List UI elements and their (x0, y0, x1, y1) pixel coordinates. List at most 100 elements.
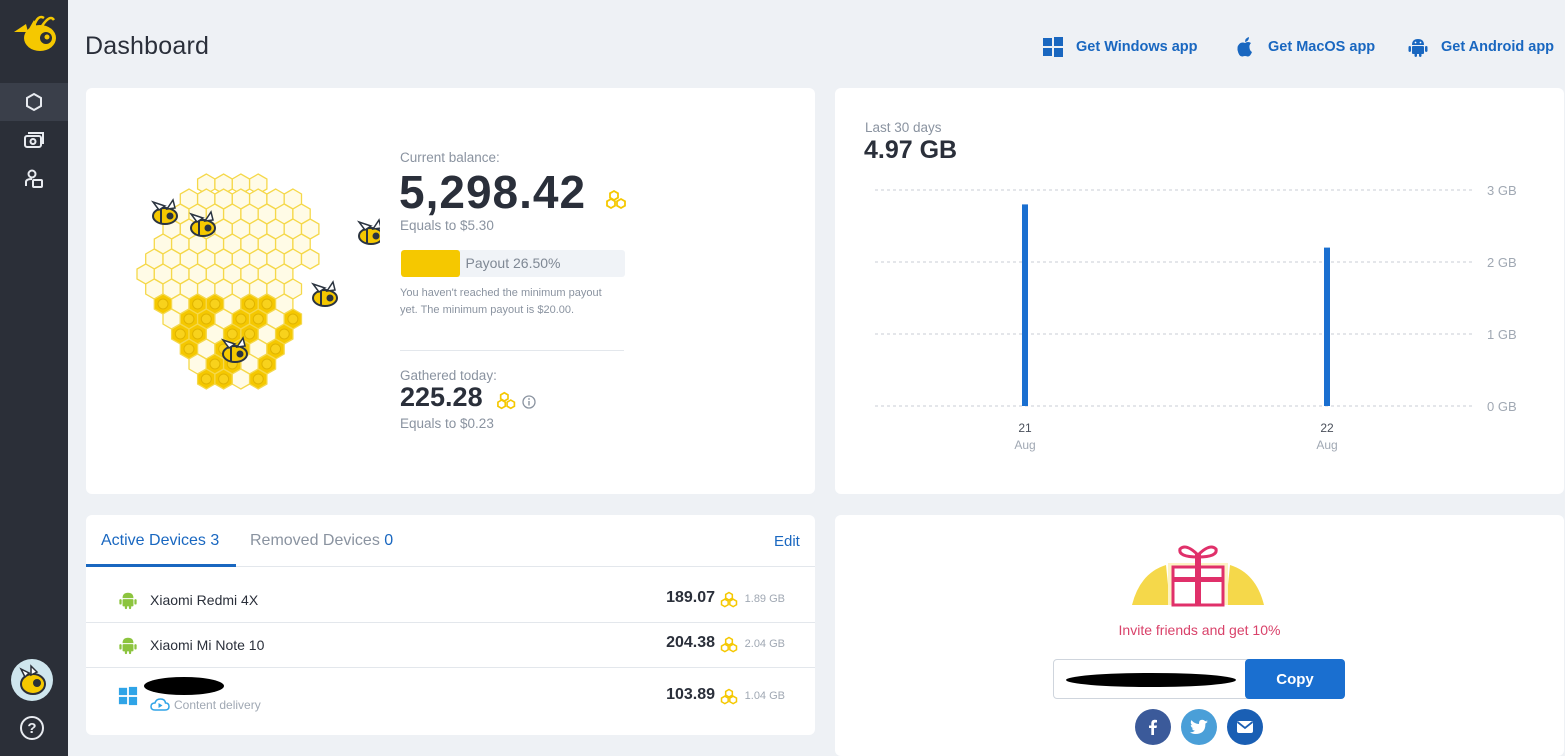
device-name: Xiaomi Mi Note 10 (150, 637, 265, 653)
honey-coin-icon (720, 591, 738, 608)
page-title: Dashboard (85, 32, 210, 60)
honeycomb-cell (300, 248, 320, 270)
device-earnings: 103.89 (666, 686, 715, 703)
android-icon (119, 637, 137, 655)
y-tick-label: 1 GB (1487, 327, 1517, 342)
tabs-divider (86, 566, 815, 567)
redacted-referral-code (1066, 673, 1236, 687)
chart-period-label: Last 30 days (865, 120, 942, 135)
honey-drop (244, 328, 256, 340)
tab-active-devices-count: 3 (210, 532, 220, 549)
device-row[interactable]: Xiaomi Redmi 4X 189.07 1.89 GB (86, 577, 815, 623)
twitter-icon (1189, 719, 1208, 734)
get-macos-app-link[interactable]: Get MacOS app (1234, 36, 1375, 58)
device-row[interactable]: Xiaomi Mi Note 10 204.38 2.04 GB (86, 622, 815, 668)
avatar[interactable] (11, 659, 53, 701)
y-tick-label: 3 GB (1487, 183, 1517, 198)
gathered-today-label: Gathered today: (400, 368, 497, 383)
get-android-app-label: Get Android app (1441, 39, 1555, 55)
email-share-button[interactable] (1227, 709, 1263, 745)
get-android-app-link[interactable]: Get Android app (1407, 36, 1554, 58)
bee-icon (356, 218, 380, 245)
android-icon (119, 592, 137, 610)
twitter-share-button[interactable] (1181, 709, 1217, 745)
tab-removed-devices-label: Removed Devices (250, 532, 380, 549)
bee-icon (150, 198, 178, 225)
x-tick-month: Aug (1316, 438, 1337, 452)
honey-coin-icon (720, 636, 738, 653)
current-balance-label: Current balance: (400, 150, 500, 165)
device-earnings: 189.07 (666, 589, 715, 606)
honey-coin-icon (497, 391, 516, 410)
windows-icon (118, 686, 138, 706)
honeycomb-cell (231, 368, 251, 390)
chart-total-value: 4.97 GB (864, 136, 958, 164)
y-tick-label: 0 GB (1487, 399, 1517, 414)
honey-drop (261, 298, 273, 310)
balance-divider (400, 350, 624, 351)
device-earnings: 204.38 (666, 634, 715, 651)
cloud-icon (150, 698, 170, 711)
tab-active-devices[interactable]: Active Devices 3 (101, 532, 219, 550)
honey-drop (278, 328, 290, 340)
payout-progress-fill (401, 250, 461, 277)
devices-card (86, 515, 815, 735)
device-traffic: 1.04 GB (744, 690, 785, 702)
get-windows-app-link[interactable]: Get Windows app (1042, 36, 1198, 58)
facebook-icon (1149, 719, 1157, 735)
sidebar: ? (0, 0, 68, 756)
edit-devices-button[interactable]: Edit (774, 533, 800, 550)
honey-drop (157, 298, 169, 310)
device-row[interactable]: Content delivery 103.89 1.04 GB (86, 668, 815, 724)
honey-drop (192, 328, 204, 340)
nav-earnings[interactable] (0, 121, 68, 159)
honey-coin-icon (606, 189, 626, 210)
device-traffic: 1.89 GB (744, 593, 785, 605)
honey-drop (244, 298, 256, 310)
honey-drop (192, 298, 204, 310)
honey-drop (218, 373, 230, 385)
tab-removed-devices-count: 0 (384, 532, 394, 549)
current-balance-value: 5,298.42 (399, 166, 587, 218)
redacted-device-name (144, 677, 224, 695)
copy-button[interactable]: Copy (1245, 659, 1345, 699)
honey-coin-icon (720, 688, 738, 705)
get-windows-app-label: Get Windows app (1076, 39, 1198, 55)
honey-drop (252, 373, 264, 385)
traffic-bar-chart: 0 GB 1 GB 2 GB 3 GB 21 Aug 22 Aug (875, 183, 1517, 452)
honey-drop (183, 313, 195, 325)
tab-removed-devices[interactable]: Removed Devices 0 (250, 532, 393, 550)
payout-progress-label: Payout 26.50% (465, 255, 561, 271)
windows-icon (1043, 37, 1063, 57)
payout-progress-bar: Payout 26.50% (401, 250, 625, 277)
facebook-share-button[interactable] (1135, 709, 1171, 745)
honey-drop (235, 313, 247, 325)
invite-friends-text: Invite friends and get 10% (1118, 622, 1281, 638)
data-bar[interactable] (1324, 247, 1330, 406)
active-tab-indicator (86, 564, 236, 567)
tab-active-devices-label: Active Devices (101, 532, 206, 549)
device-sublabel: Content delivery (174, 698, 261, 712)
info-icon[interactable] (522, 395, 536, 409)
honey-drop (226, 328, 238, 340)
referral-code-field[interactable] (1053, 659, 1253, 699)
bee-icon (310, 280, 338, 307)
bee-icon (220, 336, 248, 363)
honey-drop (200, 373, 212, 385)
honey-drop (270, 343, 282, 355)
help-icon[interactable]: ? (20, 716, 44, 740)
nav-dashboard[interactable] (0, 83, 68, 121)
honey-drop (174, 328, 186, 340)
data-bar[interactable] (1022, 204, 1028, 406)
device-traffic: 2.04 GB (744, 638, 785, 650)
nav-referrals[interactable] (0, 160, 68, 198)
honey-drop (287, 313, 299, 325)
device-name: Xiaomi Redmi 4X (150, 592, 259, 608)
honey-drop (200, 313, 212, 325)
bee-icon (188, 210, 216, 237)
honey-drop (209, 298, 221, 310)
get-macos-app-label: Get MacOS app (1268, 39, 1376, 55)
x-tick-day: 21 (1018, 421, 1032, 435)
traffic-chart-card (835, 88, 1564, 494)
bee-logo-icon[interactable] (8, 12, 60, 56)
